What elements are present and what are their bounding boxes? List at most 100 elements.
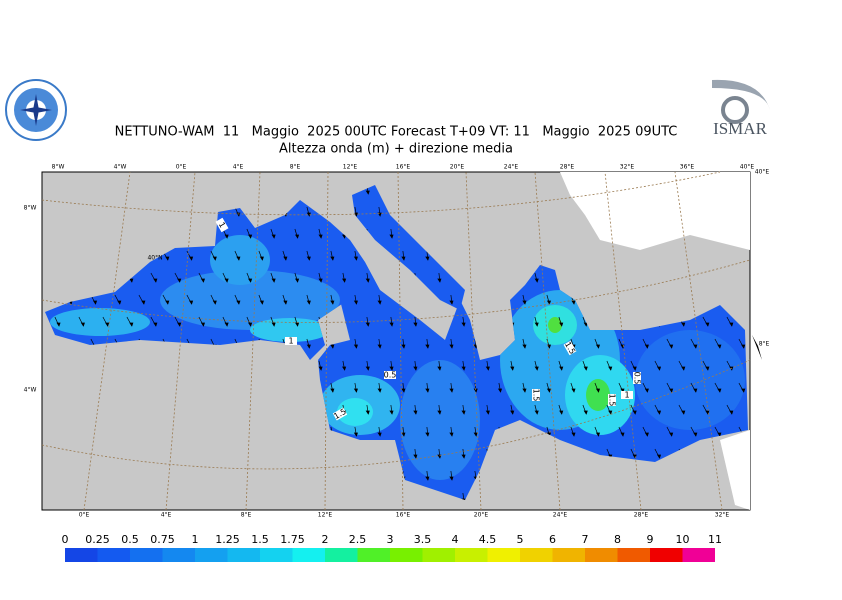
- colorbar-label: 5: [517, 533, 524, 546]
- arrow-head: [318, 278, 323, 283]
- arrow-head: [644, 432, 649, 437]
- colorbar-label: 2.5: [349, 533, 367, 546]
- contour-label-bg: [563, 340, 577, 356]
- arrow-head: [620, 388, 625, 393]
- arrow-head: [401, 344, 406, 349]
- contour-label-bg: [285, 337, 297, 345]
- arrow-head: [342, 234, 347, 239]
- arrow-head: [669, 344, 674, 349]
- contour-label-text: 0.5: [633, 372, 642, 385]
- arrow-head: [413, 366, 418, 371]
- direction-arrow: [763, 427, 768, 436]
- arrow-head: [693, 432, 698, 437]
- arrow-head: [608, 410, 613, 415]
- arrow-head: [669, 432, 674, 437]
- arrow-head: [559, 366, 564, 371]
- arrow-head: [766, 477, 769, 480]
- contour-label-bg: [215, 217, 229, 233]
- arrow-head: [105, 322, 110, 327]
- arrow-head: [224, 234, 229, 239]
- colorbar-box: [195, 548, 228, 562]
- arrow-head: [80, 322, 85, 327]
- colorbar-label: 4.5: [479, 533, 497, 546]
- arrow-head: [510, 366, 515, 371]
- arrow-head: [754, 279, 757, 282]
- contour-label-bg: [621, 391, 633, 399]
- arrow-head: [425, 432, 430, 437]
- contour-label-text: 0.5: [384, 371, 397, 380]
- arrow-head: [413, 410, 418, 415]
- contour-label: 1: [285, 337, 297, 346]
- arrow-head: [365, 410, 370, 415]
- arrow-head: [259, 300, 264, 305]
- top-graticule-label: 4°E: [233, 164, 244, 171]
- arrow-head: [283, 256, 288, 261]
- arrow-head: [571, 388, 576, 393]
- top-graticule-label: 32°E: [620, 164, 635, 171]
- colorbar-box: [650, 548, 683, 562]
- bottom-graticule-label: 24°E: [553, 512, 568, 519]
- arrow-head: [534, 278, 539, 283]
- arrow-head: [200, 278, 205, 283]
- arrow-head: [644, 344, 649, 349]
- direction-arrow: [751, 229, 756, 238]
- arrow-head: [330, 256, 335, 261]
- colorbar-label: 0.75: [150, 533, 175, 546]
- top-graticule-label: 20°E: [450, 164, 465, 171]
- arrow-head: [306, 344, 311, 349]
- left-graticule-label: 8°W: [24, 205, 37, 212]
- arrow-head: [717, 388, 722, 393]
- arrow-head: [473, 432, 478, 437]
- arrow-head: [693, 388, 698, 393]
- direction-arrow: [462, 492, 465, 500]
- arrow-head: [632, 410, 637, 415]
- arrow-head: [449, 300, 454, 305]
- top-graticule-label: 36°E: [680, 164, 695, 171]
- bottom-graticule-label: 32°E: [715, 512, 730, 519]
- arrow-head: [425, 476, 430, 481]
- arrow-head: [353, 256, 358, 261]
- arrow-head: [522, 388, 527, 393]
- arrow-head: [212, 256, 217, 261]
- arrow-head: [401, 432, 406, 437]
- direction-arrow: [763, 383, 768, 392]
- arrow-head: [766, 389, 769, 392]
- arrow-head: [595, 432, 601, 437]
- arrow-head: [271, 278, 276, 283]
- arrow-head: [766, 257, 769, 260]
- arrow-head: [377, 300, 382, 305]
- contour-label-text: 1.5: [608, 394, 617, 407]
- contour-label-bg: [633, 372, 641, 384]
- arrow-head: [401, 256, 406, 261]
- arrow-head: [318, 234, 323, 239]
- arrow-head: [377, 344, 382, 349]
- arrow-head: [485, 410, 490, 415]
- arrow-head: [583, 322, 588, 327]
- arrow-head: [259, 256, 264, 261]
- arrow-head: [583, 410, 588, 415]
- arrow-head: [236, 256, 241, 261]
- arrow-head: [461, 454, 466, 459]
- colorbar-box: [552, 548, 585, 562]
- arrow-head: [497, 388, 503, 393]
- arrow-head: [425, 388, 430, 393]
- top-graticule-label: 0°E: [176, 164, 187, 171]
- arrow-head: [534, 322, 539, 327]
- arrow-head: [425, 344, 430, 349]
- arrow-head: [189, 300, 194, 305]
- contour-label-text: 1: [288, 337, 293, 346]
- arrow-head: [705, 322, 710, 327]
- arrow-head: [92, 300, 98, 305]
- arrow-head: [461, 410, 466, 415]
- arrow-head: [754, 191, 757, 194]
- contour-label-text: 1: [217, 221, 227, 230]
- colorbar-label: 3.5: [414, 533, 432, 546]
- colorbar-label: 0: [62, 533, 69, 546]
- arrow-head: [129, 278, 134, 283]
- arrow-head: [377, 388, 382, 393]
- colorbar-label: 7: [582, 533, 589, 546]
- contour-label: 0.5: [633, 372, 642, 385]
- direction-arrow: [751, 493, 756, 502]
- arrow-head: [754, 367, 757, 370]
- left-graticule-label: 4°W: [24, 387, 37, 394]
